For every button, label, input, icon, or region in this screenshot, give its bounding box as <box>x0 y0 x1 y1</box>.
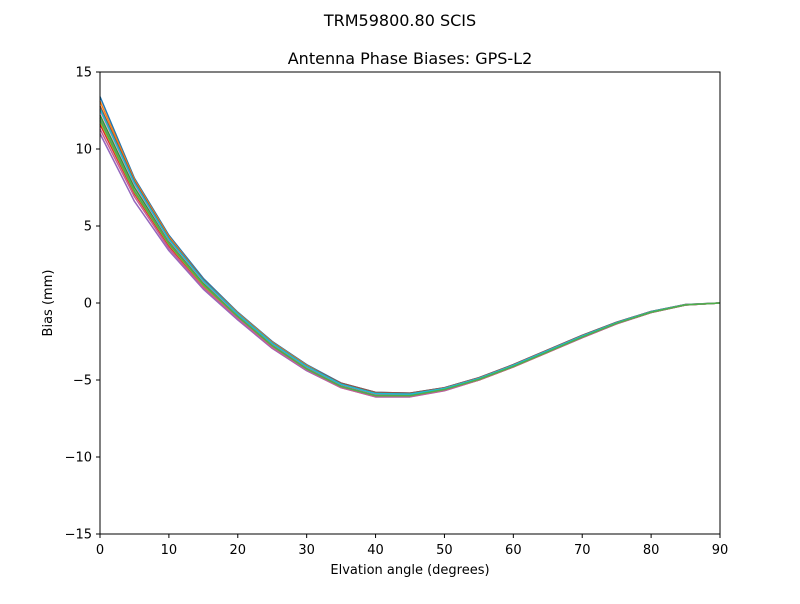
x-axis-ticks: 0 10 20 30 40 50 60 70 80 90 <box>96 534 728 558</box>
series-line-8 <box>99 117 721 397</box>
x-tick-label: 60 <box>505 543 522 558</box>
figure-suptitle: TRM59800.80 SCIS <box>323 11 476 30</box>
x-tick-label: 30 <box>298 543 315 558</box>
plot-frame <box>99 71 721 535</box>
y-tick-label: 0 <box>84 297 92 312</box>
series-line-12 <box>99 119 721 397</box>
x-tick-label: 40 <box>367 543 384 558</box>
x-tick-label: 20 <box>230 543 247 558</box>
x-tick-label: 70 <box>574 543 591 558</box>
y-tick-label: −10 <box>65 451 92 466</box>
series-line-11 <box>99 128 721 398</box>
x-tick-label: 0 <box>96 543 104 558</box>
series-line-7 <box>99 110 721 396</box>
y-tick-label: 10 <box>75 143 92 158</box>
chart-title: Antenna Phase Biases: GPS-L2 <box>288 49 533 68</box>
x-tick-label: 50 <box>436 543 453 558</box>
series-layer <box>99 96 721 398</box>
series-line-10 <box>99 108 721 395</box>
y-axis-label: Bias (mm) <box>41 270 56 337</box>
y-tick-label: −5 <box>73 374 92 389</box>
y-axis-ticks: −15 −10 −5 0 5 10 15 <box>65 66 100 543</box>
series-line-6 <box>99 105 721 394</box>
series-line-3 <box>99 114 721 397</box>
y-tick-label: −15 <box>65 528 92 543</box>
series-line-9 <box>99 120 721 397</box>
x-tick-label: 80 <box>643 543 660 558</box>
series-line-4 <box>99 124 721 397</box>
series-line-2 <box>99 100 721 395</box>
x-axis-label: Elvation angle (degrees) <box>330 563 489 578</box>
x-tick-label: 90 <box>712 543 729 558</box>
y-tick-label: 15 <box>75 66 92 81</box>
series-line-1 <box>99 96 721 394</box>
y-tick-label: 5 <box>84 220 92 235</box>
x-tick-label: 10 <box>161 543 178 558</box>
